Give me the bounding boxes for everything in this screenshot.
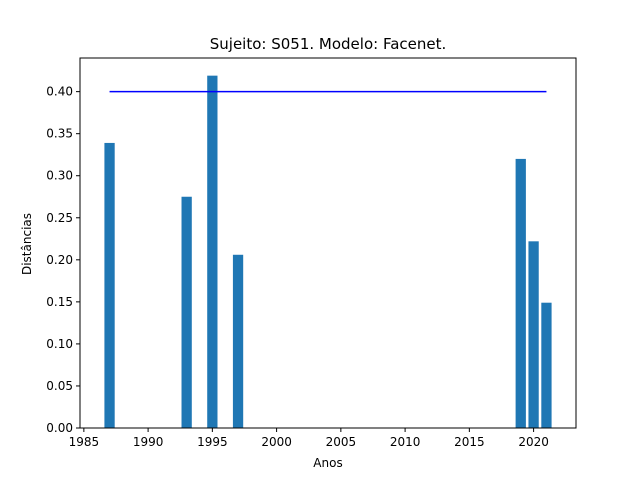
bar-1993 <box>181 196 192 428</box>
y-tick-label-0.40: 0.40 <box>46 85 73 99</box>
x-tick-label-2020: 2020 <box>518 435 549 449</box>
y-tick-label-0.15: 0.15 <box>46 295 73 309</box>
bar-1997 <box>232 254 244 428</box>
bar-1987 <box>104 142 115 428</box>
x-tick-label-1990: 1990 <box>133 435 164 449</box>
y-tick-label-0.30: 0.30 <box>46 169 73 183</box>
bar-2020 <box>528 241 539 428</box>
x-tick-label-2015: 2015 <box>454 435 485 449</box>
x-axis-label: Anos <box>313 456 342 470</box>
y-tick-label-0.00: 0.00 <box>46 421 73 435</box>
chart-title: Sujeito: S051. Modelo: Facenet. <box>210 35 447 53</box>
bars-group <box>104 75 552 428</box>
x-tick-label-1995: 1995 <box>197 435 228 449</box>
bar-1995 <box>207 75 218 428</box>
y-axis: 0.00 0.05 0.10 0.15 0.20 0.25 0.30 0.35 0.40 <box>46 85 80 435</box>
bar-2021 <box>541 302 552 428</box>
bar-2019 <box>515 158 526 428</box>
y-tick-label-0.20: 0.20 <box>46 253 73 267</box>
x-tick-label-2005: 2005 <box>326 435 357 449</box>
x-tick-label-1985: 1985 <box>69 435 100 449</box>
x-axis: 1985 1990 1995 2000 2005 2010 2015 2020 <box>69 428 549 449</box>
x-tick-label-2010: 2010 <box>390 435 421 449</box>
y-tick-label-0.35: 0.35 <box>46 127 73 141</box>
x-tick-label-2000: 2000 <box>261 435 292 449</box>
y-tick-label-0.05: 0.05 <box>46 379 73 393</box>
plot-frame <box>79 57 577 429</box>
y-tick-label-0.10: 0.10 <box>46 337 73 351</box>
y-tick-label-0.25: 0.25 <box>46 211 73 225</box>
y-axis-label: Distâncias <box>20 213 34 275</box>
